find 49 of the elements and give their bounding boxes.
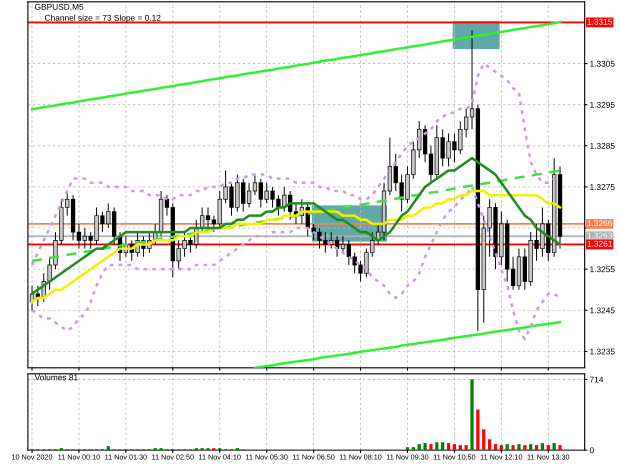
bar (500, 445, 503, 450)
bar (406, 447, 410, 450)
bar (529, 444, 532, 450)
y-tick-label: 1.3245 (590, 307, 615, 314)
bar (412, 447, 415, 450)
bar (418, 444, 421, 450)
y-tick-label: 1.3235 (590, 348, 615, 354)
bar (506, 444, 509, 450)
bar (546, 445, 550, 450)
ref-line-label: 1.3315 (588, 18, 612, 25)
ref-line-label: 1.3261 (588, 240, 612, 247)
bar (470, 379, 474, 450)
line-series (30, 20, 562, 110)
line-series (30, 186, 562, 340)
y-tick-label: 1.3285 (590, 142, 615, 149)
bar (523, 445, 526, 450)
y-tick-label: 1.3305 (590, 60, 615, 67)
bar (452, 444, 456, 450)
line-series (254, 320, 562, 368)
bar (552, 443, 556, 450)
ref-line-label: 1.3263 (588, 232, 612, 238)
bar (482, 429, 486, 450)
bar (540, 443, 544, 450)
bar (446, 443, 450, 450)
bar (511, 445, 515, 450)
bar (106, 446, 110, 450)
annotation: Channel size = 73 Slope = 0.12 (45, 14, 160, 22)
bar (488, 439, 492, 450)
bar (517, 444, 521, 450)
ref-line-label: 1.3266 (588, 220, 612, 226)
line-series (30, 169, 562, 262)
bar (464, 445, 468, 450)
bar (476, 410, 480, 450)
chart-title: Volumes 81 (34, 374, 78, 380)
bar (458, 445, 462, 450)
y-tick-label: 1.3295 (590, 102, 615, 108)
bar (558, 445, 562, 450)
line-series (30, 190, 562, 304)
bar (429, 444, 433, 450)
y-tick-label: 1.3255 (590, 266, 615, 272)
y-tick-label: 714 (590, 376, 604, 382)
y-tick-label: 0 (590, 447, 594, 454)
y-tick-label: 1.3275 (590, 184, 615, 190)
bar (441, 442, 444, 450)
bar (423, 443, 427, 450)
chart-title: GBPUSD,M5 (35, 4, 84, 11)
bar (534, 445, 538, 450)
bar (494, 444, 498, 450)
bar (435, 442, 438, 450)
